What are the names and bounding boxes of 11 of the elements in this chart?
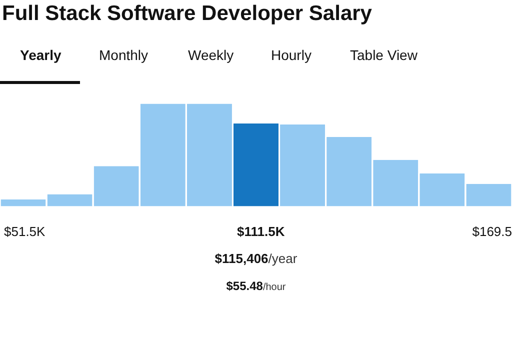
text: $115,406/year	[214, 251, 298, 266]
text: $55.48/hour	[225, 279, 287, 293]
text: Hourly	[271, 47, 312, 63]
text: Yearly	[20, 47, 62, 63]
chart-title: Full Stack Software Developer Salary	[2, 2, 372, 26]
text: Weekly	[188, 47, 234, 63]
text: $169.5	[472, 224, 512, 239]
text: Monthly	[99, 47, 148, 63]
text: Table View	[350, 47, 418, 63]
text: $51.5K	[4, 224, 46, 239]
text: $111.5K	[237, 224, 285, 239]
